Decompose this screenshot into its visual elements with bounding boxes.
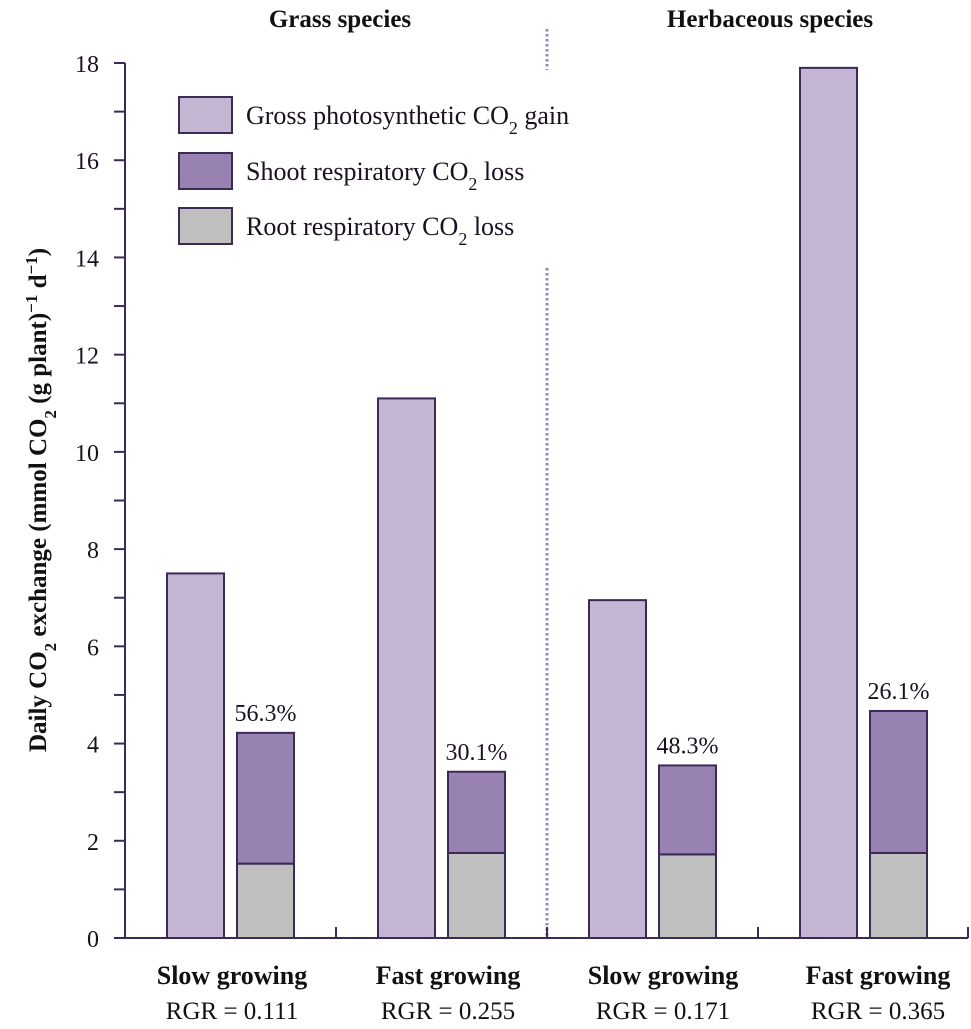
y-tick-label: 10	[75, 441, 99, 467]
bar-gross-photosynthetic-gain	[377, 397, 436, 939]
y-tick-label: 2	[87, 830, 99, 856]
legend-swatch	[178, 96, 233, 134]
x-rgr-label: RGR = 0.255	[381, 998, 515, 1025]
x-category-label: Fast growing	[376, 961, 521, 990]
legend-swatch	[178, 152, 233, 190]
bar-root-respiratory-loss	[658, 853, 717, 940]
bar-gross-photosynthetic-gain	[588, 599, 647, 939]
bar-root-respiratory-loss	[236, 862, 295, 939]
bar-shoot-respiratory-loss	[658, 764, 717, 856]
bar-shoot-respiratory-loss	[869, 709, 928, 854]
x-labels: Slow growing RGR = 0.111 Fast growing RGR =…	[157, 961, 951, 1025]
y-ticks: 0 2 4 6 8 10 12 14 16 18	[75, 52, 125, 953]
legend-label: Gross photosynthetic CO2 gain	[246, 101, 569, 138]
bar-root-respiratory-loss	[447, 851, 506, 939]
x-rgr-label: RGR = 0.171	[596, 998, 730, 1025]
x-category-label: Slow growing	[157, 961, 308, 990]
bars: 56.3% 30.1% 48.3% 26.1%	[166, 66, 930, 940]
y-tick-label: 0	[87, 927, 99, 953]
bar-gross-photosynthetic-gain	[799, 66, 858, 940]
legend-label: Shoot respiratory CO2 loss	[246, 157, 524, 194]
bar-gross-photosynthetic-gain	[166, 572, 225, 940]
legend: Gross photosynthetic CO2 gain Shoot respi…	[178, 96, 569, 249]
y-tick-label: 16	[75, 149, 99, 175]
bar-root-respiratory-loss	[869, 851, 928, 939]
y-tick-label: 14	[75, 246, 99, 272]
respiration-percent-label: 30.1%	[446, 740, 508, 766]
bar-shoot-respiratory-loss	[447, 770, 506, 854]
x-category-label: Slow growing	[588, 961, 739, 990]
y-tick-label: 12	[75, 344, 99, 370]
y-tick-label: 18	[75, 52, 99, 78]
bar-shoot-respiratory-loss	[236, 731, 295, 865]
x-rgr-label: RGR = 0.111	[166, 998, 298, 1025]
legend-label: Root respiratory CO2 loss	[246, 212, 514, 249]
legend-swatch	[178, 207, 233, 245]
y-axis-label: Daily CO2 exchange (mmol CO2 (g plant)−1…	[22, 248, 60, 752]
y-tick-label: 6	[87, 635, 99, 661]
x-rgr-label: RGR = 0.365	[811, 998, 945, 1025]
respiration-percent-label: 56.3%	[235, 701, 297, 727]
respiration-percent-label: 26.1%	[868, 679, 930, 705]
respiration-percent-label: 48.3%	[657, 733, 719, 759]
y-tick-label: 8	[87, 538, 99, 564]
x-category-label: Fast growing	[806, 961, 951, 990]
y-tick-label: 4	[87, 733, 99, 759]
group-title-grass: Grass species	[269, 6, 412, 33]
group-title-herbaceous: Herbaceous species	[667, 6, 873, 33]
